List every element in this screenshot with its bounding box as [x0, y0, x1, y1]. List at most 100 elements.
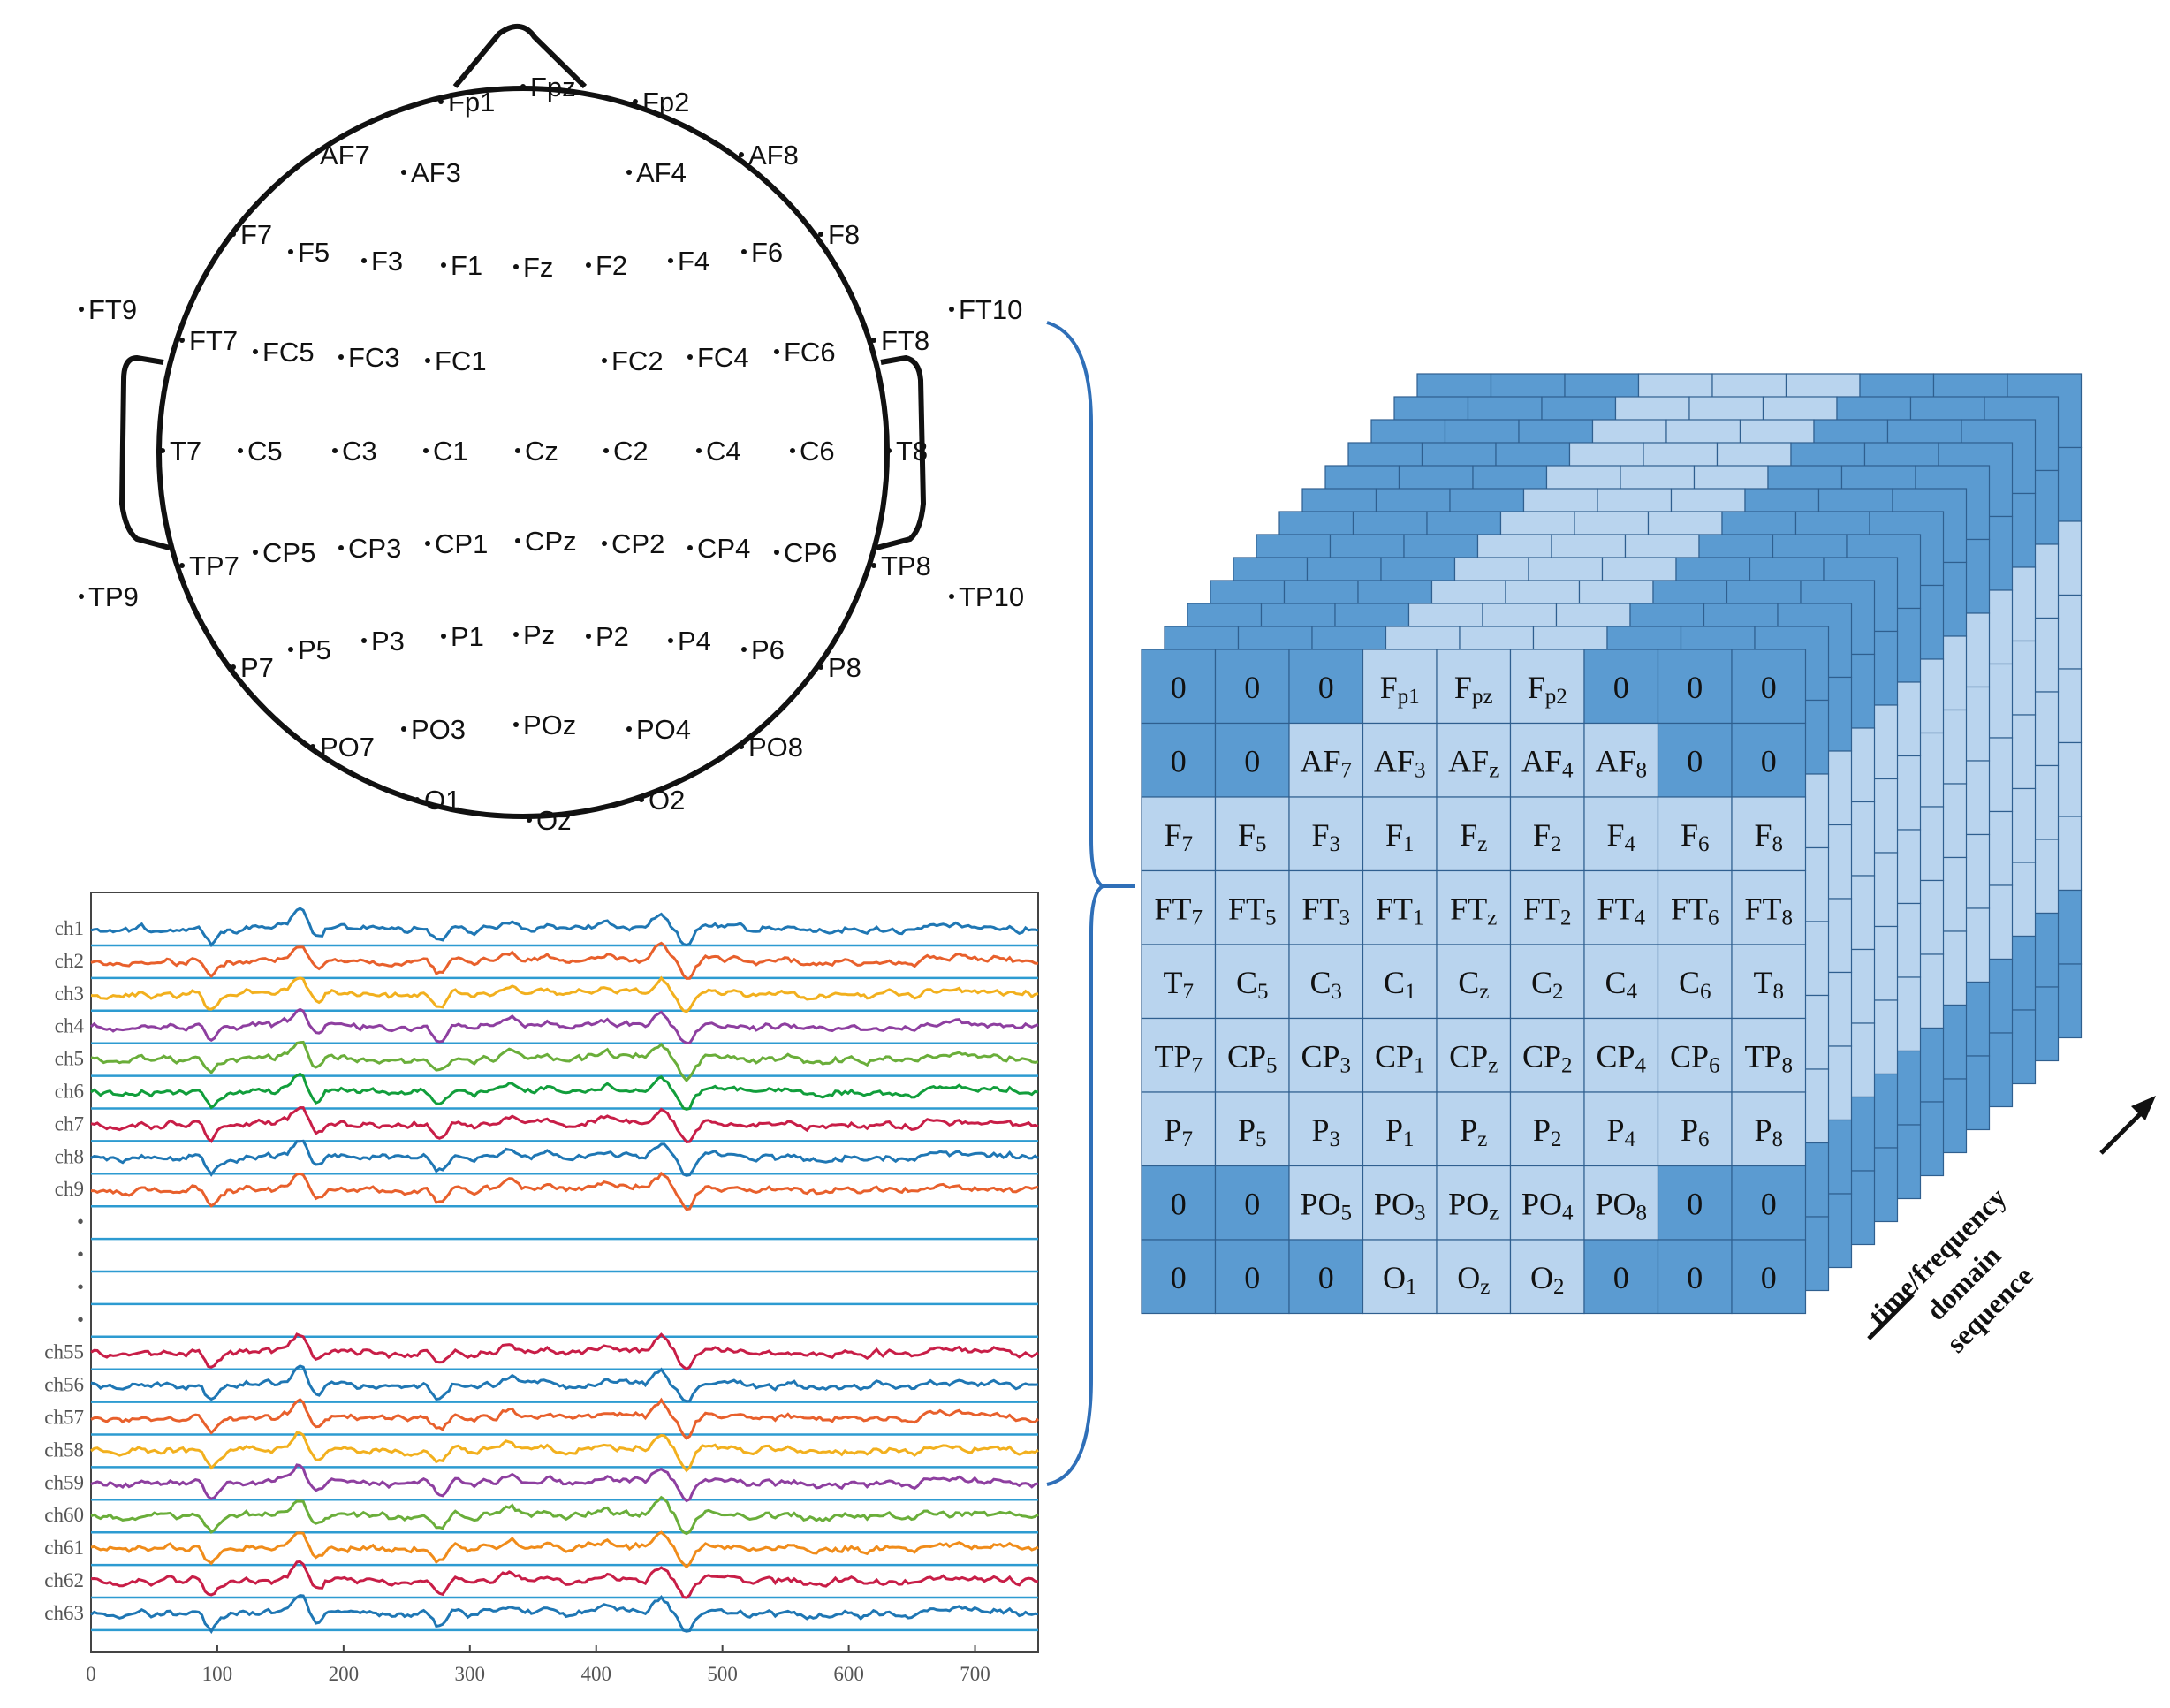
grid-cell-bg [1731, 1091, 1807, 1167]
electrode-p8: P8 [818, 652, 861, 683]
grid-cell-label: AF7 [1300, 743, 1352, 782]
electrode-dot [361, 258, 367, 263]
grid-cell-main: 0 [1761, 1186, 1777, 1221]
grid-cell-label: 0 [1761, 1186, 1777, 1221]
electrode-dot [513, 264, 519, 269]
electrode-label: Cz [525, 436, 558, 467]
grid-cell: F6 [1657, 796, 1733, 872]
grid-cell-subscript: 4 [1625, 1127, 1636, 1151]
grid-cell-main: FT [1523, 891, 1560, 926]
electrode-f2: F2 [586, 250, 627, 281]
connector-bracket [1046, 321, 1135, 1486]
electrode-po4: PO4 [626, 714, 691, 745]
grid-cell-bg [1141, 1017, 1217, 1093]
grid-cell-label: FT1 [1376, 891, 1424, 930]
channel-label: ch61 [44, 1537, 84, 1559]
grid-cell: F4 [1583, 796, 1659, 872]
electrode-dot [668, 258, 673, 263]
electrode-tp9: TP9 [79, 581, 139, 612]
eeg-trace-ch9 [90, 1171, 1039, 1211]
electrode-dot [626, 170, 632, 175]
electrode-ft10: FT10 [949, 294, 1022, 325]
grid-cell: CPz [1436, 1017, 1512, 1093]
grid-cell-subscript: 8 [1636, 1201, 1648, 1225]
nose-outline [452, 24, 588, 89]
electrode-dot [401, 170, 406, 175]
grid-cell: FT7 [1141, 869, 1217, 945]
grid-cell: P2 [1509, 1091, 1585, 1167]
electrode-c1: C1 [423, 436, 468, 467]
grid-cell-label: P3 [1311, 1112, 1340, 1151]
grid-cell-bg [1731, 869, 1807, 945]
grid-cell: T7 [1141, 944, 1217, 1020]
grid-cell-label: P2 [1533, 1112, 1562, 1151]
electrode-dot [310, 744, 315, 749]
electrode-label: AF3 [411, 157, 461, 188]
electrode-dot [586, 634, 591, 639]
grid-cell-bg [1436, 796, 1512, 872]
electrode-label: C6 [800, 436, 835, 467]
grid-cell-label: C3 [1309, 965, 1342, 1004]
grid-cell-subscript: 5 [1256, 832, 1267, 856]
grid-cell-bg [1362, 944, 1438, 1020]
grid-cell-label: POz [1448, 1186, 1499, 1225]
grid-cell-label: C6 [1679, 965, 1711, 1004]
grid-cell: C6 [1657, 944, 1733, 1020]
grid-cell-label: Pz [1460, 1112, 1487, 1151]
electrode-dot [441, 634, 446, 639]
grid-cell: F8 [1731, 796, 1807, 872]
grid-cell-bg [1141, 1165, 1217, 1241]
grid-cell-label: 0 [1244, 1260, 1260, 1295]
grid-cell-bg [1509, 722, 1585, 798]
grid-cell-main: F [1606, 817, 1624, 853]
electrode-fc5: FC5 [253, 337, 315, 368]
grid-cell-bg [1436, 649, 1512, 725]
grid-cell-subscript: 8 [1782, 906, 1794, 930]
grid-cell-subscript: 3 [1330, 1127, 1341, 1151]
grid-cell-bg [1288, 869, 1364, 945]
grid-cell-main: PO [1521, 1186, 1562, 1221]
grid-cell-main: FT [1154, 891, 1191, 926]
grid-cell-subscript: 7 [1182, 832, 1194, 856]
grid-cell-bg [1583, 796, 1659, 872]
grid-cell-label: PO4 [1521, 1186, 1574, 1225]
grid-cell-main: 0 [1613, 670, 1629, 705]
grid-cell: T8 [1731, 944, 1807, 1020]
grid-cell: 0 [1288, 649, 1364, 725]
electrode-dot [338, 354, 344, 360]
grid-cell: 0 [1141, 1239, 1217, 1315]
grid-cell-bg [1731, 1165, 1807, 1241]
grid-cell: Pz [1436, 1091, 1512, 1167]
grid-cell-bg [1214, 649, 1290, 725]
grid-cell-main: FT [1450, 891, 1487, 926]
grid-cell-label: C1 [1384, 965, 1416, 1004]
x-tick-label: 300 [455, 1663, 486, 1685]
grid-cell: 0 [1731, 1165, 1807, 1241]
grid-cell-main: C [1384, 965, 1405, 1000]
grid-cell-main: C [1531, 965, 1552, 1000]
electrode-dot [338, 545, 344, 550]
electrode-fp2: Fp2 [633, 87, 689, 118]
electrode-cpz: CPz [515, 526, 577, 557]
grid-cell-main: F [1754, 817, 1772, 853]
channel-label: ch55 [44, 1341, 84, 1363]
electrode-dot [668, 638, 673, 643]
grid-cell-main: CP [1301, 1038, 1339, 1074]
grid-cell: FT6 [1657, 869, 1733, 945]
electrode-ft8: FT8 [871, 325, 929, 356]
eeg-signal-plot: ch1 ch2 ch3 ch4 ch5 ch6 ch7 ch8 ch9 • • • • ch55 ch56 c… [44, 892, 1040, 1685]
electrode-label: FC2 [611, 345, 664, 376]
grid-cell-bg [1214, 796, 1290, 872]
electrode-f4: F4 [668, 246, 709, 277]
grid-cell: FT8 [1731, 869, 1807, 945]
electrode-c3: C3 [332, 436, 377, 467]
grid-cell-main: P [1606, 1112, 1624, 1148]
grid-cell: AF7 [1288, 722, 1364, 798]
electrode-tp8: TP8 [871, 550, 931, 581]
grid-cell-subscript: 7 [1192, 906, 1203, 930]
grid-cell-main: AF [1300, 743, 1340, 778]
electrode-fc1: FC1 [425, 345, 487, 376]
electrode-poz: POz [513, 710, 576, 740]
grid-cell-main: FT [1376, 891, 1413, 926]
electrode-label: Oz [536, 805, 572, 836]
